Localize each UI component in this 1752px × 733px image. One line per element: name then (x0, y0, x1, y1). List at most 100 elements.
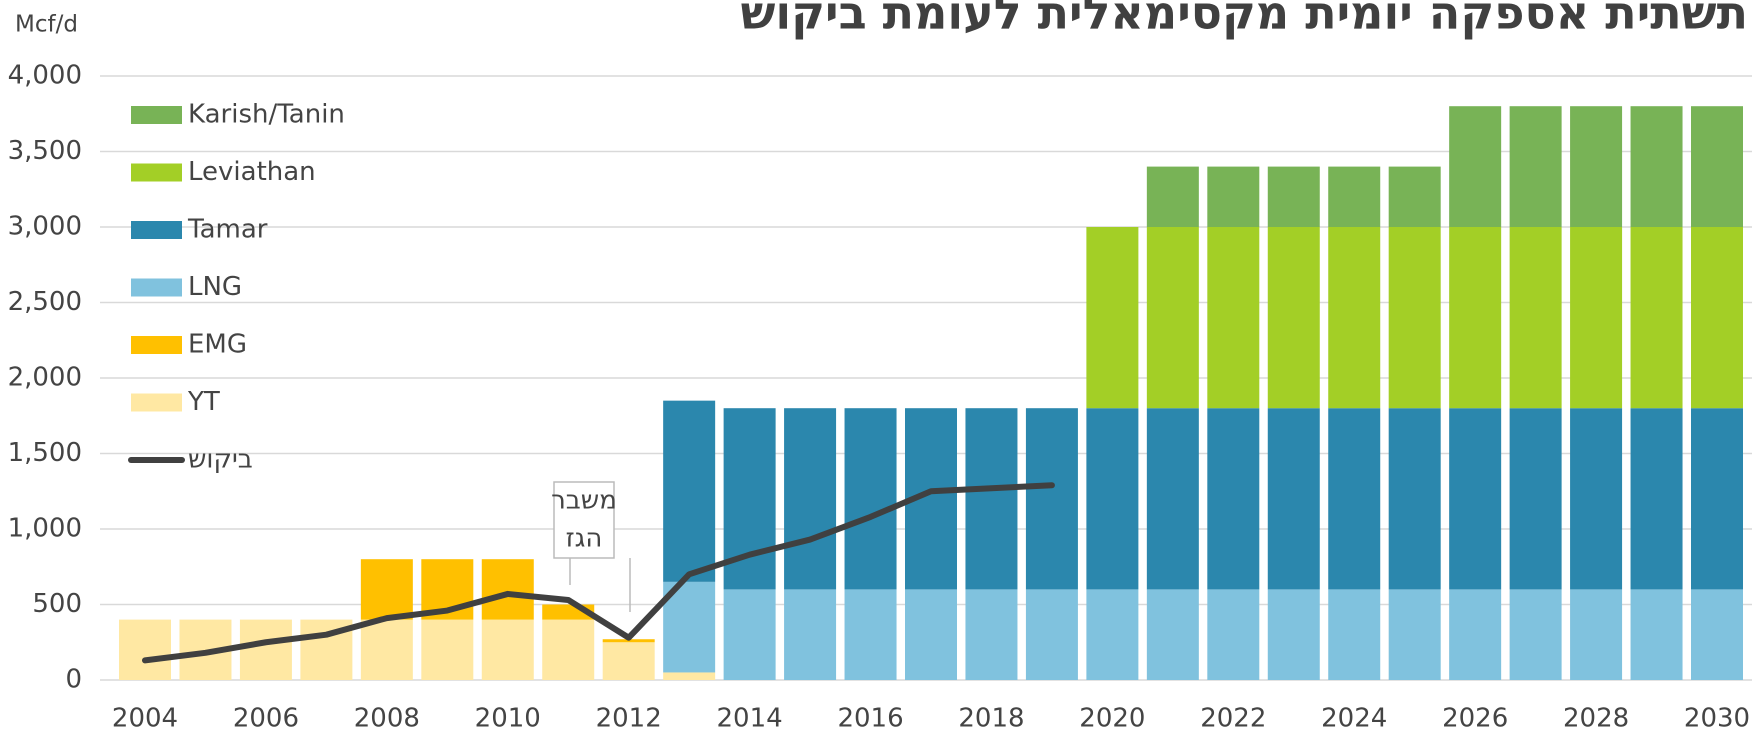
bar-segment (1146, 166, 1199, 227)
bar-segment (784, 408, 837, 590)
y-tick-label: 3,500 (8, 136, 82, 166)
bar-segment (1328, 408, 1381, 590)
x-tick-label: 2018 (958, 704, 1024, 733)
bar-segment (1267, 589, 1320, 680)
bar-segment (1509, 106, 1562, 227)
legend-label: Leviathan (188, 157, 316, 187)
bar-segment (663, 672, 716, 680)
bar-segment (1509, 589, 1562, 680)
bar-segment (1086, 227, 1139, 409)
x-tick-label: 2026 (1442, 704, 1508, 733)
bar-segment (1086, 589, 1139, 680)
legend-swatch (131, 336, 182, 354)
legend-swatch (131, 221, 182, 239)
legend-swatch (131, 106, 182, 124)
legend-swatch (131, 163, 182, 182)
chart-title: תשתית אספקה יומית מקסימאלית לעומת ביקוש (741, 0, 1749, 40)
bar-segment (1449, 227, 1502, 409)
bar-segment (723, 589, 776, 680)
bar-segment (784, 589, 837, 680)
bar-segment (663, 400, 716, 582)
y-tick-label: 3,000 (8, 212, 82, 242)
bar-segment (1388, 227, 1441, 409)
y-axis-label: Mcf/d (15, 12, 78, 38)
bar-segment (1207, 227, 1260, 409)
bar-segment (1328, 166, 1381, 227)
bar-segment (481, 619, 534, 680)
x-tick-label: 2012 (596, 704, 662, 733)
legend-label: YT (187, 387, 220, 417)
legend-swatch (131, 278, 182, 297)
bar-segment (1267, 227, 1320, 409)
bar-segment (1388, 589, 1441, 680)
bar-segment (1388, 166, 1441, 227)
bar-segment (239, 619, 292, 680)
bar-segment (1267, 166, 1320, 227)
x-tick-label: 2008 (354, 704, 420, 733)
bar-segment (1267, 408, 1320, 590)
bar-segment (119, 619, 171, 680)
y-tick-label: 0 (65, 665, 82, 695)
bar-segment (481, 559, 534, 620)
bar-segment (602, 639, 655, 643)
bar-segment (1630, 408, 1683, 590)
bar-segment (905, 589, 957, 680)
y-tick-label: 2,500 (8, 287, 82, 317)
annotation-text: משבר (551, 486, 617, 516)
x-tick-label: 2020 (1079, 704, 1145, 733)
x-tick-label: 2014 (717, 704, 783, 733)
bar-segment (1449, 408, 1502, 590)
bar-segment (1570, 106, 1623, 227)
bar-segment (421, 619, 474, 680)
x-tick-label: 2010 (475, 704, 541, 733)
bar-segment (1509, 227, 1562, 409)
legend-label: Karish/Tanin (188, 100, 345, 130)
bar-segment (542, 619, 595, 680)
legend-label: LNG (188, 272, 242, 302)
bar-segment (1691, 589, 1743, 680)
y-tick-label: 500 (32, 589, 82, 619)
annotation-text: הגז (566, 524, 603, 554)
bar-segment (1025, 408, 1078, 590)
legend-label: Tamar (187, 215, 268, 245)
bar-segment (844, 589, 897, 680)
bar-segment (1207, 589, 1260, 680)
bar-segment (1570, 227, 1623, 409)
x-tick-label: 2028 (1563, 704, 1629, 733)
bar-segment (1207, 408, 1260, 590)
bar-segment (1691, 408, 1743, 590)
x-tick-label: 2022 (1200, 704, 1266, 733)
x-tick-label: 2016 (837, 704, 903, 733)
annotation-box (553, 481, 615, 559)
x-tick-label: 2004 (112, 704, 178, 733)
legend-label: ביקוש (188, 445, 253, 475)
bar-segment (360, 619, 413, 680)
bar-segment (965, 408, 1018, 590)
y-tick-label: 4,000 (8, 61, 82, 91)
bar-segment (602, 642, 655, 680)
bar-segment (1630, 227, 1683, 409)
bar-segment (1691, 106, 1743, 227)
legend-label: EMG (188, 330, 247, 360)
bar-segment (360, 559, 413, 620)
y-tick-label: 1,500 (8, 438, 82, 468)
bar-segment (1207, 166, 1260, 227)
demand-line (142, 482, 1055, 664)
bar-segment (844, 408, 897, 590)
bar-segment (1388, 408, 1441, 590)
y-tick-label: 2,000 (8, 363, 82, 393)
bar-segment (1449, 106, 1502, 227)
legend-swatch (131, 393, 182, 412)
bar-segment (1146, 227, 1199, 409)
bar-segment (1449, 589, 1502, 680)
bar-segment (663, 581, 716, 673)
bar-segment (965, 589, 1018, 680)
bar-segment (1328, 589, 1381, 680)
bar-segment (1025, 589, 1078, 680)
bar-segment (1691, 227, 1743, 409)
bar-segment (1086, 408, 1139, 590)
bar-segment (1630, 106, 1683, 227)
x-tick-label: 2024 (1321, 704, 1387, 733)
y-tick-label: 1,000 (8, 514, 82, 544)
bar-segment (1570, 408, 1623, 590)
